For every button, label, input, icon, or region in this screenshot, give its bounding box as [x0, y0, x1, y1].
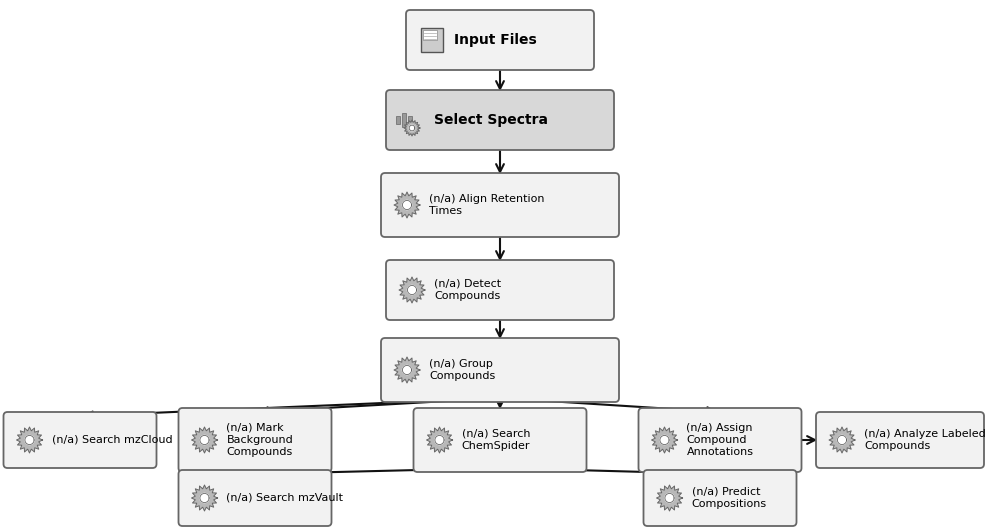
Text: (n/a) Analyze Labeled
Compounds: (n/a) Analyze Labeled Compounds	[864, 429, 986, 451]
Text: (n/a) Search
ChemSpider: (n/a) Search ChemSpider	[462, 429, 530, 451]
Text: (n/a) Detect
Compounds: (n/a) Detect Compounds	[434, 279, 501, 301]
FancyBboxPatch shape	[386, 260, 614, 320]
Polygon shape	[652, 427, 678, 453]
FancyBboxPatch shape	[639, 408, 802, 472]
FancyBboxPatch shape	[644, 470, 796, 526]
FancyBboxPatch shape	[414, 408, 586, 472]
Polygon shape	[404, 120, 420, 136]
Text: (n/a) Align Retention
Times: (n/a) Align Retention Times	[429, 194, 544, 216]
Polygon shape	[399, 277, 425, 303]
Text: (n/a) Mark
Background
Compounds: (n/a) Mark Background Compounds	[226, 422, 293, 457]
FancyBboxPatch shape	[178, 470, 332, 526]
Polygon shape	[829, 427, 855, 453]
Polygon shape	[837, 436, 847, 445]
FancyBboxPatch shape	[406, 10, 594, 70]
FancyBboxPatch shape	[381, 173, 619, 237]
FancyBboxPatch shape	[4, 412, 156, 468]
FancyBboxPatch shape	[402, 113, 406, 127]
Polygon shape	[25, 436, 34, 445]
Text: (n/a) Search mzCloud: (n/a) Search mzCloud	[52, 435, 172, 445]
FancyBboxPatch shape	[816, 412, 984, 468]
Polygon shape	[394, 357, 420, 383]
Polygon shape	[16, 427, 42, 453]
Polygon shape	[656, 485, 682, 511]
Text: (n/a) Group
Compounds: (n/a) Group Compounds	[429, 359, 495, 381]
Text: (n/a) Predict
Compositions: (n/a) Predict Compositions	[692, 487, 767, 509]
Polygon shape	[435, 436, 444, 445]
Polygon shape	[402, 200, 412, 209]
Polygon shape	[407, 286, 417, 295]
Polygon shape	[660, 436, 669, 445]
Polygon shape	[665, 493, 674, 502]
Polygon shape	[402, 366, 412, 375]
FancyBboxPatch shape	[396, 116, 400, 124]
Polygon shape	[200, 493, 209, 502]
Text: Select Spectra: Select Spectra	[434, 113, 548, 127]
Text: (n/a) Search mzVault: (n/a) Search mzVault	[226, 493, 344, 503]
FancyBboxPatch shape	[408, 116, 412, 124]
Polygon shape	[192, 427, 218, 453]
Text: (n/a) Assign
Compound
Annotations: (n/a) Assign Compound Annotations	[686, 422, 754, 457]
FancyBboxPatch shape	[421, 28, 443, 52]
Polygon shape	[409, 125, 415, 131]
FancyBboxPatch shape	[178, 408, 332, 472]
FancyBboxPatch shape	[381, 338, 619, 402]
Polygon shape	[192, 485, 218, 511]
Text: Input Files: Input Files	[454, 33, 537, 47]
Polygon shape	[426, 427, 452, 453]
Polygon shape	[200, 436, 209, 445]
FancyBboxPatch shape	[386, 90, 614, 150]
Polygon shape	[394, 192, 420, 218]
FancyBboxPatch shape	[423, 30, 437, 40]
